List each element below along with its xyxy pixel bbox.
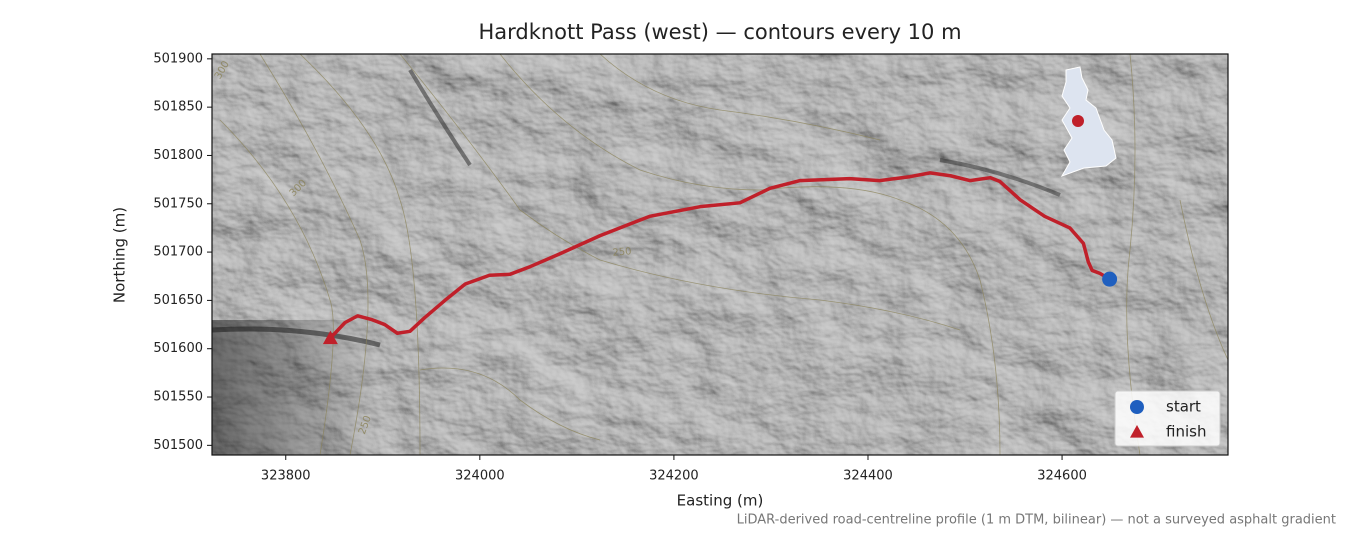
- marker-circle: [1102, 271, 1118, 287]
- x-tick-label: 324600: [1037, 469, 1087, 484]
- y-tick-label: 501900: [153, 51, 203, 66]
- marker-triangle: [322, 330, 338, 345]
- contour-label: 250: [612, 246, 632, 259]
- x-tick-label: 324200: [649, 469, 699, 484]
- x-axis-label: Easting (m): [677, 492, 764, 510]
- y-tick-label: 501750: [153, 196, 203, 211]
- y-tick-label: 501600: [153, 341, 203, 356]
- y-tick-label: 501650: [153, 293, 203, 308]
- footnote: LiDAR-derived road-centreline profile (1…: [737, 513, 1336, 528]
- y-tick-label: 501550: [153, 390, 203, 405]
- legend-swatch: [1130, 400, 1144, 414]
- x-tick-label: 323800: [261, 469, 311, 484]
- y-axis-label: Northing (m): [111, 207, 129, 303]
- plot-frame: [211, 53, 1229, 456]
- y-tick-label: 501850: [153, 100, 203, 115]
- legend: start finish: [1114, 390, 1221, 447]
- legend-label: start: [1166, 398, 1201, 416]
- route-line: [328, 171, 1112, 340]
- legend-label: finish: [1166, 423, 1206, 441]
- contours: [219, 54, 1228, 455]
- y-tick-label: 501500: [153, 438, 203, 453]
- chart-title: Hardknott Pass (west) — contours every 1…: [478, 20, 961, 44]
- x-tick-label: 324400: [843, 469, 893, 484]
- y-tick-label: 501700: [153, 245, 203, 260]
- y-tick-label: 501800: [153, 148, 203, 163]
- x-tick-label: 324000: [455, 469, 505, 484]
- uk-inset: [1060, 66, 1117, 177]
- legend-swatch: [1130, 425, 1144, 438]
